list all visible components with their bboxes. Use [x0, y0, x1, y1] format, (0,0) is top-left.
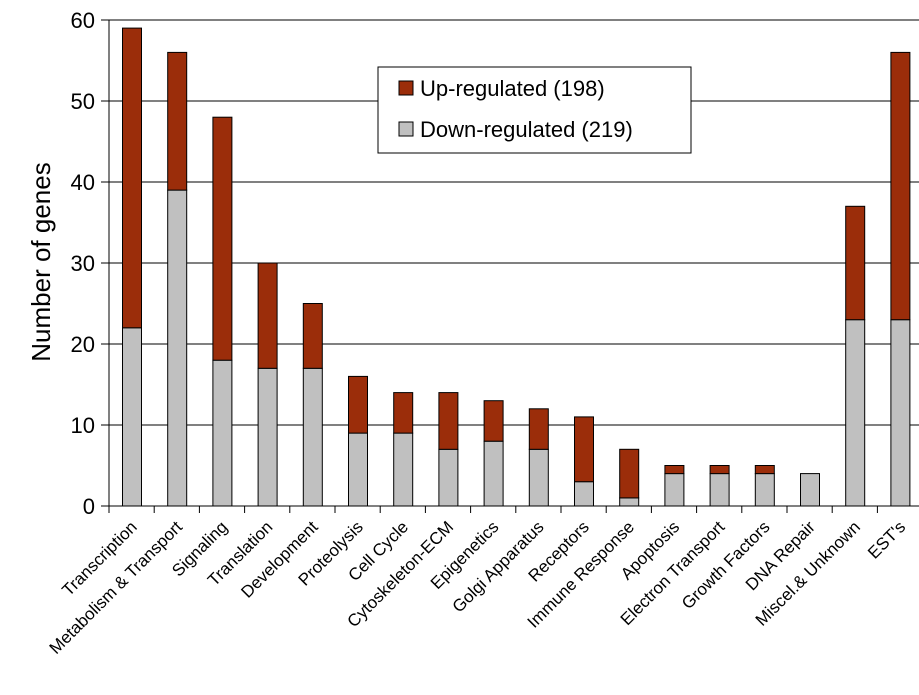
bar-segment-down	[574, 481, 594, 507]
bar-segment-up	[302, 303, 323, 369]
bar-segment-down	[167, 189, 188, 507]
legend-label-up: Up-regulated (198)	[420, 76, 605, 101]
bar-segment-up	[257, 262, 278, 369]
bar-segment-down	[393, 432, 414, 507]
bar-segment-up	[845, 205, 866, 321]
x-tick-label: EST's	[864, 517, 909, 562]
legend-box	[377, 66, 692, 154]
legend-label-down: Down-regulated (219)	[420, 117, 633, 142]
bar-segment-down	[122, 327, 142, 507]
bar-segment-down	[348, 432, 368, 507]
y-tick-label: 30	[71, 251, 95, 276]
bar-segment-down	[257, 367, 278, 507]
bars	[122, 27, 911, 507]
bar-segment-up	[890, 51, 911, 321]
y-tick-label: 40	[71, 170, 95, 195]
bar-segment-down	[212, 359, 233, 507]
bar-segment-up	[754, 465, 775, 475]
bar-segment-down	[890, 319, 911, 507]
legend: Up-regulated (198) Down-regulated (219)	[377, 66, 692, 154]
bar-segment-down	[528, 448, 549, 507]
bar-segment-up	[528, 408, 549, 450]
y-tick-label: 0	[83, 494, 95, 519]
bar-segment-down	[709, 473, 730, 507]
legend-swatch-down	[398, 121, 414, 137]
bar-segment-up	[167, 51, 188, 191]
bar-segment-down	[302, 367, 323, 507]
y-tick-label: 20	[71, 332, 95, 357]
bar-segment-up	[483, 400, 504, 442]
bar-segment-down	[619, 497, 640, 507]
bar-segment-down	[438, 448, 459, 507]
bar-segment-down	[800, 473, 820, 507]
bar-segment-up	[709, 465, 730, 475]
y-tick-label: 50	[71, 89, 95, 114]
bar-segment-up	[348, 375, 368, 434]
y-axis-title: Number of genes	[26, 162, 56, 361]
bar-segment-down	[483, 440, 504, 507]
bar-segment-up	[664, 465, 685, 475]
bar-segment-up	[438, 392, 459, 450]
y-tick-label: 10	[71, 413, 95, 438]
bar-segment-up	[574, 416, 594, 483]
bar-segment-down	[664, 473, 685, 507]
bar-segment-down	[754, 473, 775, 507]
bar-segment-up	[393, 392, 414, 434]
bar-segment-down	[845, 319, 866, 507]
bar-segment-up	[212, 116, 233, 361]
bar-segment-up	[619, 448, 640, 499]
y-tick-label: 60	[71, 8, 95, 33]
legend-swatch-up	[398, 80, 414, 96]
bar-segment-up	[122, 27, 142, 329]
